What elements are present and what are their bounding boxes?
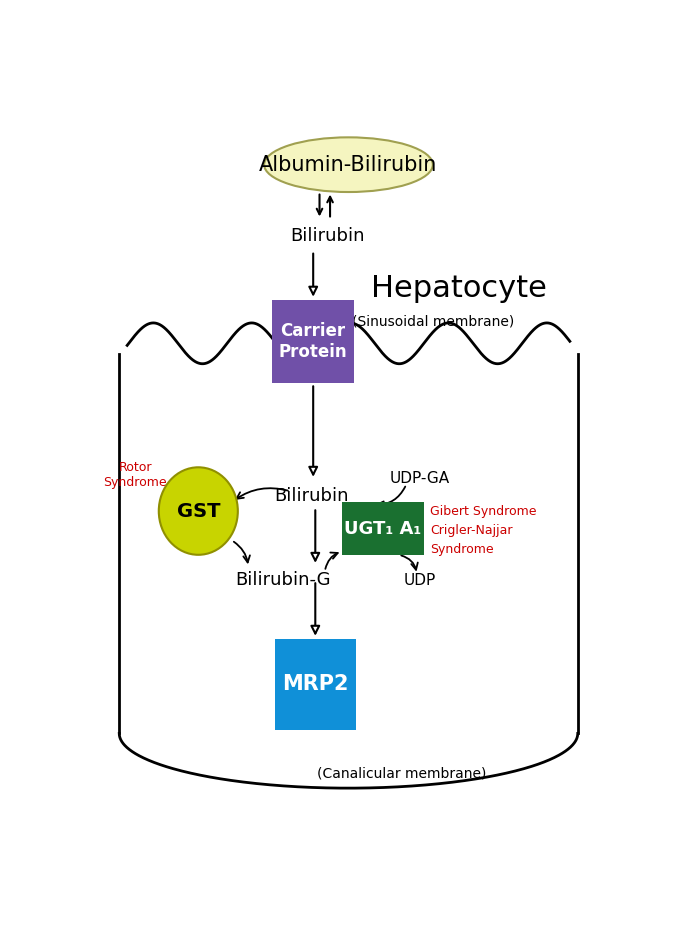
Text: Syndrome: Syndrome <box>430 544 494 556</box>
FancyBboxPatch shape <box>272 299 354 384</box>
Text: Gibert Syndrome: Gibert Syndrome <box>430 505 537 518</box>
Text: Hepatocyte: Hepatocyte <box>371 274 547 303</box>
Text: Bilirubin-G: Bilirubin-G <box>235 571 330 589</box>
Text: Carrier
Protein: Carrier Protein <box>279 322 347 361</box>
FancyBboxPatch shape <box>275 638 356 730</box>
Ellipse shape <box>158 467 238 555</box>
Text: (Sinusoidal membrane): (Sinusoidal membrane) <box>352 314 514 329</box>
Text: UGT₁ A₁: UGT₁ A₁ <box>344 520 422 538</box>
Text: UDP-GA: UDP-GA <box>390 471 449 486</box>
Text: GST: GST <box>177 502 220 521</box>
Text: Crigler-Najjar: Crigler-Najjar <box>430 525 513 537</box>
Text: Rotor
Syndrome: Rotor Syndrome <box>103 460 167 489</box>
Text: Albumin-Bilirubin: Albumin-Bilirubin <box>259 154 438 174</box>
FancyBboxPatch shape <box>342 502 424 555</box>
Text: Bilirubin: Bilirubin <box>290 227 364 245</box>
Text: MRP2: MRP2 <box>282 674 349 694</box>
Ellipse shape <box>264 137 432 192</box>
Text: (Canalicular membrane): (Canalicular membrane) <box>316 766 486 780</box>
Text: Bilirubin: Bilirubin <box>274 488 349 506</box>
Text: UDP: UDP <box>403 573 436 588</box>
